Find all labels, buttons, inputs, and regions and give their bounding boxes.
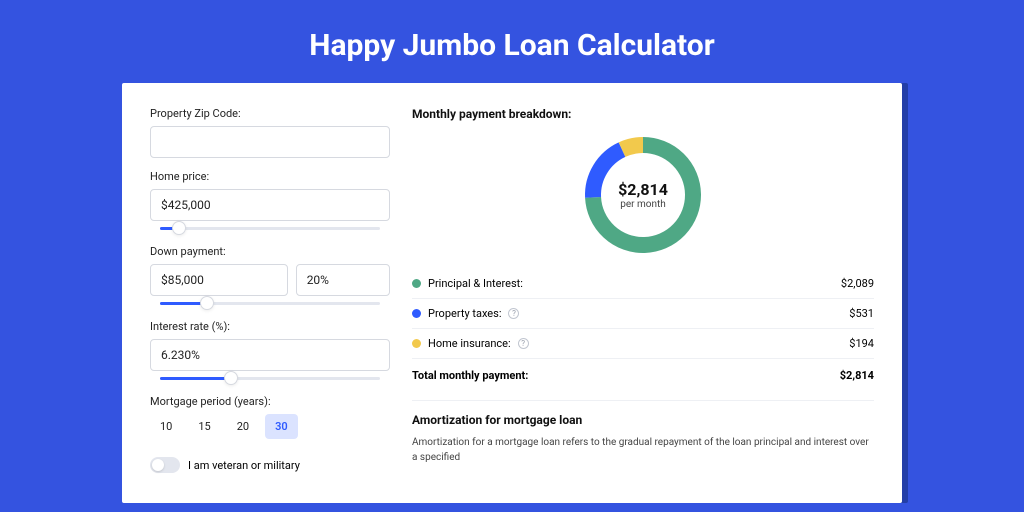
period-options: 1015 2030 [150, 414, 390, 439]
home-price-slider[interactable] [152, 223, 388, 233]
legend-dot [412, 279, 421, 288]
legend-row: Property taxes:? $531 [412, 299, 874, 329]
legend-value: $2,089 [841, 277, 874, 290]
legend-label: Home insurance: [428, 337, 511, 350]
home-price-field: Home price: [150, 170, 390, 233]
amortization-text: Amortization for a mortgage loan refers … [412, 435, 874, 465]
zip-label: Property Zip Code: [150, 107, 390, 120]
amortization-section: Amortization for mortgage loan Amortizat… [412, 400, 874, 465]
donut-chart: $2,814 per month [412, 131, 874, 269]
total-value: $2,814 [840, 369, 874, 382]
veteran-toggle[interactable] [150, 457, 180, 473]
interest-input[interactable] [150, 339, 390, 371]
interest-field: Interest rate (%): [150, 320, 390, 383]
veteran-label: I am veteran or military [188, 459, 300, 472]
info-icon[interactable]: ? [508, 308, 519, 319]
down-payment-slider[interactable] [152, 298, 388, 308]
legend-value: $194 [849, 337, 874, 350]
amortization-title: Amortization for mortgage loan [412, 413, 874, 427]
breakdown-title: Monthly payment breakdown: [412, 107, 874, 121]
veteran-row: I am veteran or military [150, 457, 390, 473]
legend-row: Principal & Interest: $2,089 [412, 269, 874, 299]
zip-field: Property Zip Code: [150, 107, 390, 158]
calculator-card: Property Zip Code: Home price: Down paym… [122, 83, 902, 503]
total-row: Total monthly payment: $2,814 [412, 359, 874, 390]
down-payment-field: Down payment: [150, 245, 390, 308]
interest-label: Interest rate (%): [150, 320, 390, 333]
period-label: Mortgage period (years): [150, 395, 390, 408]
interest-slider[interactable] [152, 373, 388, 383]
period-field: Mortgage period (years): 1015 2030 [150, 395, 390, 439]
down-payment-pct-input[interactable] [296, 264, 390, 296]
legend-dot [412, 309, 421, 318]
legend-row: Home insurance:? $194 [412, 329, 874, 359]
slider-thumb[interactable] [200, 296, 214, 310]
slider-thumb[interactable] [224, 371, 238, 385]
donut-value: $2,814 [618, 180, 668, 199]
legend-label: Property taxes: [428, 307, 501, 320]
total-label: Total monthly payment: [412, 369, 528, 382]
legend-dot [412, 339, 421, 348]
info-icon[interactable]: ? [518, 338, 529, 349]
period-option-15[interactable]: 15 [188, 414, 220, 439]
period-option-10[interactable]: 10 [150, 414, 182, 439]
donut-sub: per month [620, 199, 666, 210]
zip-input[interactable] [150, 126, 390, 158]
down-payment-label: Down payment: [150, 245, 390, 258]
legend-value: $531 [849, 307, 874, 320]
period-option-20[interactable]: 20 [227, 414, 259, 439]
inputs-column: Property Zip Code: Home price: Down paym… [150, 107, 390, 503]
slider-thumb[interactable] [172, 221, 186, 235]
breakdown-column: Monthly payment breakdown: $2,814 per mo… [412, 107, 874, 503]
down-payment-input[interactable] [150, 264, 288, 296]
home-price-label: Home price: [150, 170, 390, 183]
home-price-input[interactable] [150, 189, 390, 221]
legend-label: Principal & Interest: [428, 277, 523, 290]
page-title: Happy Jumbo Loan Calculator [0, 0, 1024, 83]
period-option-30[interactable]: 30 [265, 414, 298, 439]
legend: Principal & Interest: $2,089 Property taxe… [412, 269, 874, 359]
